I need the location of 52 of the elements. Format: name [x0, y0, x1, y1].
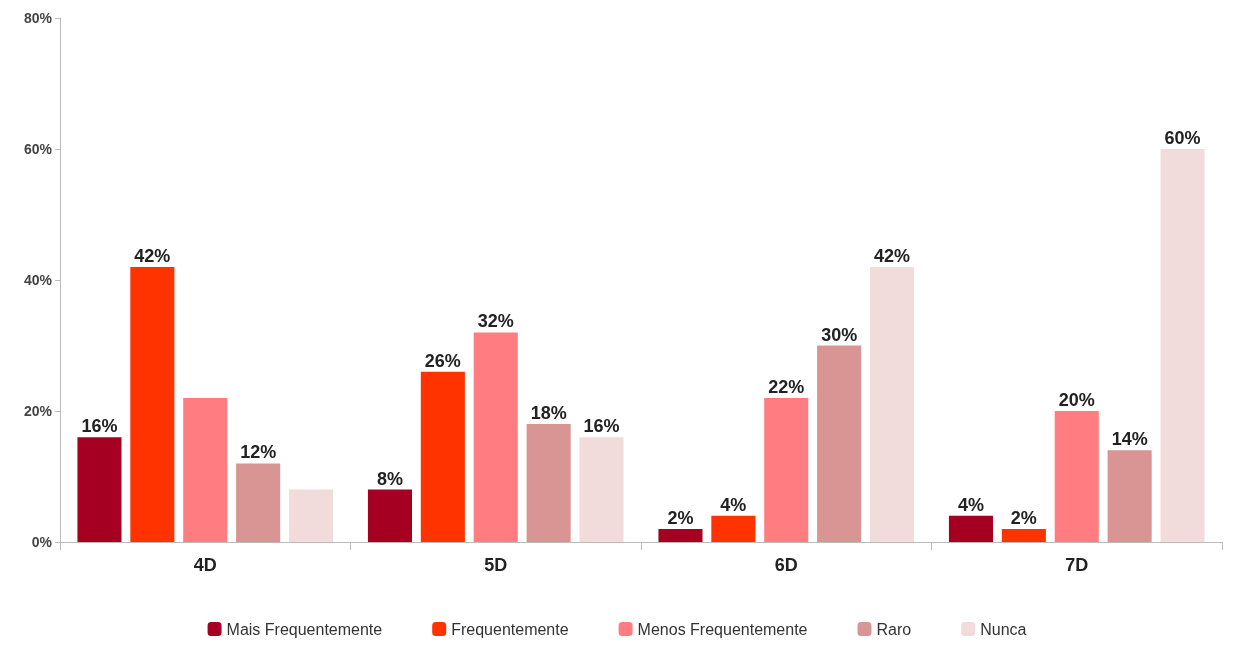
bar	[1107, 450, 1152, 542]
x-tick-label: 6D	[774, 555, 798, 575]
x-tick-label: 7D	[1065, 555, 1089, 575]
bar	[711, 515, 756, 542]
data-label: 26%	[424, 350, 461, 371]
y-tick-label: 80%	[23, 10, 53, 26]
bar	[526, 424, 571, 542]
legend-label: Menos Frequentemente	[637, 620, 808, 638]
bar	[869, 266, 915, 542]
data-label: 20%	[1058, 390, 1095, 410]
bar	[288, 489, 334, 542]
data-label: 16%	[583, 416, 620, 437]
data-label: 30%	[821, 324, 858, 345]
data-label: 22%	[768, 376, 805, 397]
legend-label: Frequentemente	[451, 620, 569, 638]
bar	[367, 489, 413, 542]
data-label: 18%	[530, 403, 567, 424]
y-tick-label: 0%	[31, 534, 53, 550]
bar	[77, 437, 122, 542]
bar	[473, 332, 518, 542]
data-label: 60%	[1164, 128, 1201, 148]
data-label: 2%	[667, 507, 694, 528]
bar	[183, 397, 228, 542]
data-label: 2%	[1010, 507, 1037, 528]
y-tick-label: 20%	[23, 403, 53, 419]
bar	[420, 371, 465, 542]
bar	[130, 266, 175, 542]
bar	[764, 397, 809, 542]
bar	[1054, 411, 1099, 542]
bar	[1001, 528, 1046, 542]
data-label: 4%	[957, 494, 984, 515]
bar	[579, 437, 624, 542]
data-label: 14%	[1111, 429, 1148, 450]
bar	[658, 528, 703, 542]
x-tick-label: 4D	[193, 555, 217, 575]
data-label: 42%	[134, 245, 171, 266]
bar	[236, 463, 281, 542]
legend-label: Nunca	[980, 620, 1027, 638]
data-label: 8%	[376, 468, 403, 489]
data-label: 16%	[81, 416, 118, 437]
bar	[1160, 149, 1205, 542]
x-tick-label: 5D	[484, 555, 508, 575]
data-label: 32%	[477, 311, 514, 332]
y-tick-label: 40%	[23, 272, 53, 288]
y-tick-label: 60%	[23, 141, 53, 157]
legend-label: Raro	[876, 620, 912, 638]
bar	[948, 515, 994, 542]
bar	[817, 345, 862, 542]
legend-label: Mais Frequentemente	[226, 620, 383, 638]
data-label: 42%	[874, 245, 911, 266]
data-label: 4%	[720, 494, 747, 515]
data-label: 12%	[240, 442, 277, 463]
